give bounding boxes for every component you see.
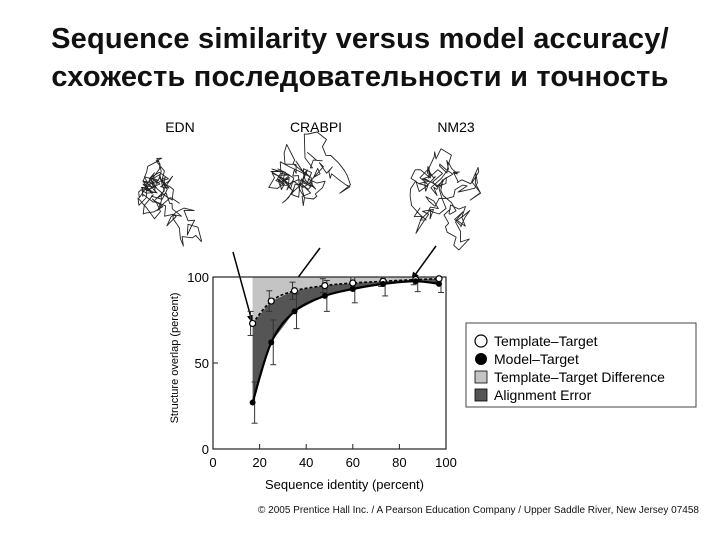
- structure-label-crabpi: CRABPI: [290, 119, 342, 135]
- x-tick-label: 0: [209, 455, 216, 470]
- model-target-point: [268, 339, 275, 346]
- structure-label-edn: EDN: [165, 119, 195, 135]
- protein-ribbon-icon: [409, 148, 482, 251]
- model-target-point: [380, 280, 387, 287]
- model-target-point: [291, 308, 298, 315]
- x-tick-label: 60: [346, 455, 360, 470]
- legend-open-circle-icon: [474, 334, 488, 348]
- template-target-point: [435, 275, 443, 283]
- template-target-point: [267, 297, 275, 305]
- y-tick-label: 100: [187, 270, 209, 285]
- alignment-error-area: [252, 278, 439, 403]
- plot-frame: [212, 276, 447, 450]
- plot-area: 0 20 40 60 80 100 0 50 100 Sequence identity (per…: [169, 270, 457, 492]
- protein-ribbon-icon: [268, 131, 352, 207]
- legend-filled-circle-icon: [475, 353, 487, 365]
- model-target-point: [321, 292, 328, 299]
- x-axis-label: Sequence identity (percent): [265, 477, 424, 492]
- template-target-difference-area: [252, 277, 439, 324]
- protein-ribbon-icon: [137, 157, 202, 247]
- page-title: Sequence similarity versus model accurac…: [51, 23, 669, 55]
- legend-label: Alignment Error: [494, 387, 592, 403]
- template-target-point: [290, 287, 299, 295]
- y-axis-label: Structure overlap (percent): [169, 293, 181, 424]
- x-tick-label: 100: [435, 455, 457, 470]
- model-target-point: [349, 286, 356, 293]
- x-tick-label: 80: [392, 455, 406, 470]
- template-target-point: [349, 279, 357, 287]
- model-target-point: [249, 399, 256, 406]
- template-target-point: [249, 319, 257, 328]
- y-tick-label: 0: [202, 442, 209, 457]
- callout-arrow-line: [232, 251, 254, 324]
- template-target-point: [321, 282, 329, 290]
- x-tick-label: 20: [252, 455, 266, 470]
- model-target-point: [412, 278, 419, 285]
- x-tick-label: 40: [299, 455, 313, 470]
- structure-label-nm23: NM23: [437, 119, 475, 135]
- protein-backbone: [268, 131, 352, 207]
- structure-images: EDN CRABPI NM23: [137, 119, 482, 251]
- page-subtitle: схожесть последовательности и точность: [51, 61, 669, 93]
- legend-box: [465, 322, 697, 408]
- legend-light-square-icon: [474, 370, 488, 384]
- legend-label: Template–Target Difference: [494, 369, 665, 385]
- model-target-point: [436, 280, 443, 287]
- legend-dark-square-icon: [474, 388, 488, 402]
- protein-backbone: [137, 157, 202, 247]
- legend-label: Model–Target: [494, 351, 579, 367]
- y-tick-label: 50: [195, 356, 209, 371]
- legend-label: Template–Target: [494, 333, 598, 349]
- copyright-footer: © 2005 Prentice Hall Inc. / A Pearson Ed…: [258, 505, 699, 516]
- legend: Template–Target Model–Target Template–Targ…: [465, 322, 697, 408]
- protein-backbone: [409, 148, 482, 251]
